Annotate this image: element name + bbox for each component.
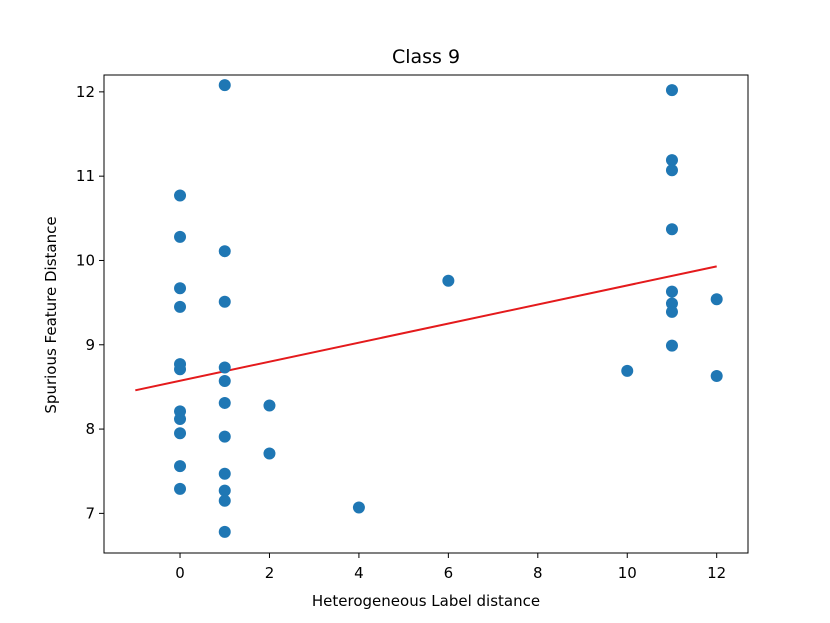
x-tick-label: 12 <box>707 564 726 582</box>
y-axis-ticks: 7 8 9 10 11 12 <box>76 83 104 522</box>
data-point <box>218 79 231 92</box>
data-point <box>218 295 231 308</box>
points-layer <box>174 79 723 538</box>
data-point <box>174 189 187 202</box>
x-tick-label: 4 <box>354 564 364 582</box>
data-point <box>665 223 678 236</box>
x-tick-label: 8 <box>533 564 543 582</box>
chart-title: Class 9 <box>392 46 460 68</box>
data-point <box>665 154 678 167</box>
data-point <box>174 427 187 440</box>
data-point <box>174 363 187 376</box>
plot-area <box>103 74 749 554</box>
data-point <box>263 447 276 460</box>
data-point <box>174 412 187 425</box>
y-axis-title: Spurious Feature Distance <box>42 216 60 413</box>
data-point <box>174 300 187 313</box>
data-point <box>218 484 231 497</box>
y-tick-label: 9 <box>85 336 95 354</box>
data-point <box>218 245 231 258</box>
x-tick-label: 2 <box>265 564 275 582</box>
data-point <box>218 361 231 374</box>
data-point <box>218 375 231 388</box>
data-point <box>665 297 678 310</box>
y-tick-label: 12 <box>76 83 95 101</box>
data-point <box>174 482 187 495</box>
y-tick-label: 7 <box>85 504 95 522</box>
data-point <box>710 369 723 382</box>
x-tick-label: 6 <box>444 564 454 582</box>
data-point <box>218 494 231 507</box>
data-point <box>174 230 187 243</box>
data-point <box>174 282 187 295</box>
data-point <box>665 164 678 177</box>
data-point <box>218 467 231 480</box>
data-point <box>352 501 365 514</box>
fit-line-layer <box>135 265 717 392</box>
data-point <box>665 285 678 298</box>
data-point <box>621 364 634 377</box>
x-axis-title: Heterogeneous Label distance <box>312 592 540 610</box>
data-point <box>218 430 231 443</box>
data-point <box>218 525 231 538</box>
y-tick-label: 11 <box>76 167 95 185</box>
data-point <box>665 305 678 318</box>
data-point <box>174 460 187 473</box>
data-point <box>665 339 678 352</box>
data-point <box>710 293 723 306</box>
data-point <box>442 274 455 287</box>
data-point <box>263 399 276 412</box>
x-tick-label: 0 <box>175 564 185 582</box>
data-point <box>665 84 678 97</box>
y-tick-label: 10 <box>76 251 95 269</box>
y-tick-label: 8 <box>85 420 95 438</box>
x-tick-label: 10 <box>618 564 637 582</box>
regression-line <box>135 265 717 392</box>
x-axis-ticks: 0 2 4 6 8 10 12 <box>175 553 726 582</box>
data-point <box>218 396 231 409</box>
